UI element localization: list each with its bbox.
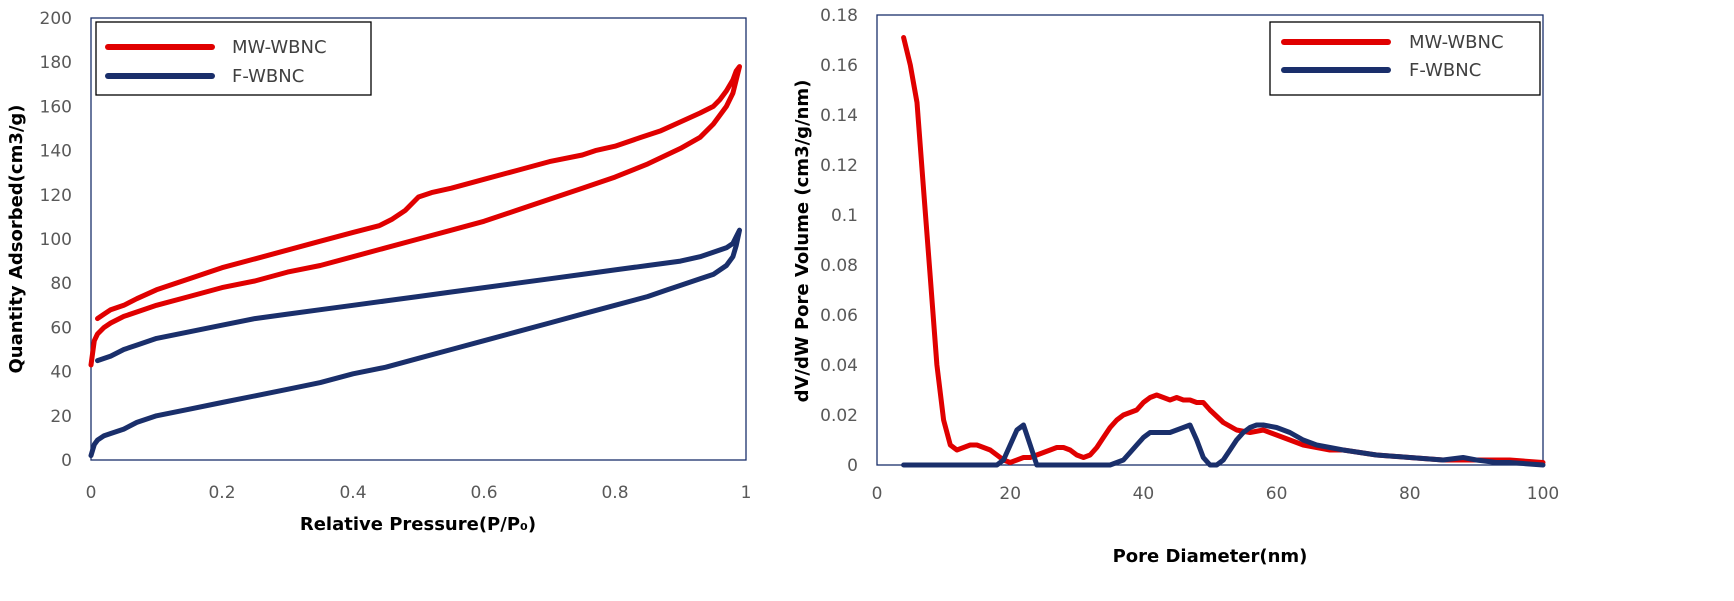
x-tick-label: 0.6 (470, 483, 497, 503)
isotherm-chart: 0 0.2 0.4 0.6 0.8 1 0 20 40 60 80 100 120 140 160 180 2… (6, 9, 751, 535)
y-tick-labels: 0 20 40 60 80 100 120 140 160 180 200 (40, 9, 72, 471)
x-tick-label: 100 (1527, 484, 1559, 504)
x-tick-label: 0.8 (601, 483, 628, 503)
x-tick-label: 20 (999, 484, 1021, 504)
pore-distribution-chart: 0 20 40 60 80 100 0 0.02 0.04 0.06 0.08 0.1 0.12 0.1… (792, 6, 1559, 567)
series-lines (88, 64, 742, 459)
legend-box (1269, 21, 1541, 96)
y-tick-label: 0.12 (820, 156, 858, 176)
series-lines (901, 35, 1546, 468)
y-axis-title: dV/dW Pore Volume (cm3/g/nm) (792, 80, 813, 403)
x-tick-label: 0 (86, 483, 97, 503)
y-tick-label: 20 (50, 407, 72, 427)
x-axis-title: Relative Pressure(P/P₀) (300, 514, 536, 535)
plot-area-frame (90, 17, 747, 461)
y-tick-label: 160 (40, 97, 72, 117)
y-tick-label: 80 (50, 274, 72, 294)
y-tick-label: 0 (847, 456, 858, 476)
y-tick-label: 0.1 (831, 206, 858, 226)
legend-label-mw-wbnc: MW-WBNC (1409, 32, 1504, 53)
series-line-mw-wbnc (88, 64, 742, 368)
legend-label-f-wbnc: F-WBNC (1409, 60, 1481, 81)
x-tick-labels: 0 0.2 0.4 0.6 0.8 1 (86, 483, 752, 503)
y-tick-label: 0.04 (820, 356, 858, 376)
y-tick-label: 0.16 (820, 56, 858, 76)
y-tick-label: 0.02 (820, 406, 858, 426)
y-tick-label: 0.14 (820, 106, 858, 126)
y-tick-label: 120 (40, 186, 72, 206)
y-tick-label: 140 (40, 142, 72, 162)
x-tick-label: 80 (1399, 484, 1421, 504)
y-tick-label: 60 (50, 318, 72, 338)
x-axis-title: Pore Diameter(nm) (1113, 546, 1308, 567)
series-line-f-wbnc (901, 422, 1546, 468)
y-tick-label: 0.06 (820, 306, 858, 326)
x-tick-label: 60 (1266, 484, 1288, 504)
x-tick-label: 0.2 (208, 483, 235, 503)
y-axis-title: Quantity Adsorbed(cm3/g) (6, 104, 27, 373)
legend: MW-WBNC F-WBNC (1269, 21, 1541, 96)
legend-label-mw-wbnc: MW-WBNC (232, 37, 327, 58)
y-tick-label: 0 (61, 451, 72, 471)
x-tick-label: 0 (872, 484, 883, 504)
series-line-mw-wbnc (901, 35, 1546, 465)
x-tick-label: 0.4 (339, 483, 366, 503)
y-tick-label: 0.08 (820, 256, 858, 276)
y-tick-labels: 0 0.02 0.04 0.06 0.08 0.1 0.12 0.14 0.16 0.18 (820, 6, 858, 476)
legend-box (95, 21, 372, 96)
legend: MW-WBNC F-WBNC (95, 21, 372, 96)
y-tick-label: 0.18 (820, 6, 858, 26)
legend-label-f-wbnc: F-WBNC (232, 66, 304, 87)
x-tick-label: 40 (1133, 484, 1155, 504)
y-tick-label: 40 (50, 363, 72, 383)
y-tick-label: 100 (40, 230, 72, 250)
y-tick-label: 180 (40, 53, 72, 73)
x-tick-label: 1 (741, 483, 752, 503)
series-line-f-wbnc (88, 227, 742, 459)
x-tick-labels: 0 20 40 60 80 100 (872, 484, 1560, 504)
y-tick-label: 200 (40, 9, 72, 29)
